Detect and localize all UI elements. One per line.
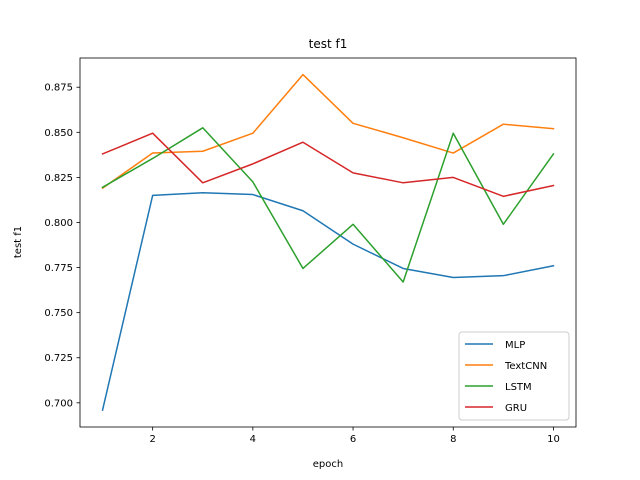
legend: MLP TextCNN LSTM GRU <box>458 331 570 421</box>
legend-label-gru: GRU <box>505 403 527 414</box>
legend-label-lstm: LSTM <box>505 382 532 393</box>
series-line-lstm <box>101 127 555 283</box>
legend-frame <box>458 331 570 421</box>
y-axis: 0.700 0.725 0.750 0.775 0.800 0.825 0.850 0.875 <box>44 83 80 409</box>
x-tick-label: 6 <box>350 434 356 445</box>
y-tick-label: 0.875 <box>44 83 73 94</box>
x-axis: 2 4 6 8 10 <box>149 427 560 445</box>
y-tick-label: 0.825 <box>44 173 73 184</box>
y-tick-label: 0.850 <box>44 128 73 139</box>
y-tick-label: 0.775 <box>44 263 73 274</box>
chart-title: test f1 <box>309 37 348 51</box>
y-tick-label: 0.700 <box>44 398 73 409</box>
series-line-gru <box>101 132 555 198</box>
series-line-textcnn <box>101 73 555 190</box>
y-tick-label: 0.750 <box>44 308 73 319</box>
x-tick-label: 4 <box>250 434 256 445</box>
y-tick-label: 0.800 <box>44 218 73 229</box>
x-axis-label: epoch <box>313 459 343 470</box>
x-tick-label: 8 <box>450 434 456 445</box>
series-layer <box>101 73 555 411</box>
x-tick-label: 10 <box>547 434 560 445</box>
y-tick-label: 0.725 <box>44 353 73 364</box>
legend-label-mlp: MLP <box>505 340 525 351</box>
y-axis-label: test f1 <box>13 226 24 258</box>
plot-area-frame <box>79 57 577 428</box>
series-line-mlp <box>101 191 555 411</box>
x-tick-label: 2 <box>149 434 155 445</box>
legend-label-textcnn: TextCNN <box>504 361 547 372</box>
